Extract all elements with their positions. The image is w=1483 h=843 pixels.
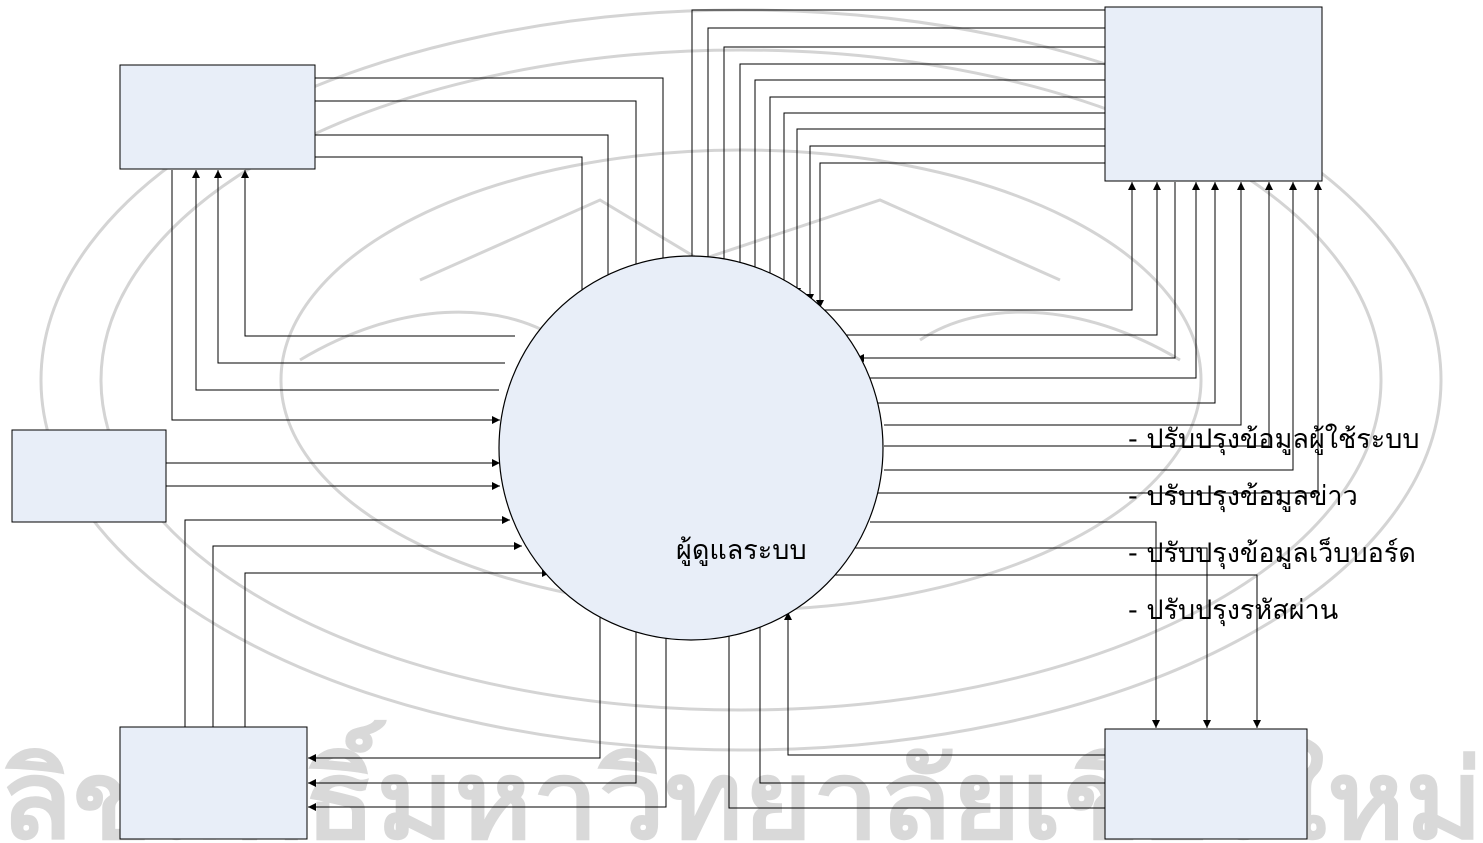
data-flow-arrow <box>725 626 1105 809</box>
data-flow-arrow <box>315 156 586 300</box>
flow-lines <box>166 9 1322 811</box>
data-flow-arrow <box>793 128 1105 296</box>
data-flow-arrow <box>806 145 1105 302</box>
admin-process-circle <box>498 255 884 641</box>
data-flow-arrow <box>315 77 667 268</box>
entity-box-top-left <box>119 64 316 170</box>
entity-box-bottom-right <box>1104 728 1308 840</box>
data-flow-arrow <box>878 182 1219 404</box>
data-flow-arrow <box>315 134 612 286</box>
data-flow-arrow <box>704 27 1105 270</box>
data-flow-arrow <box>780 112 1105 290</box>
data-flow-arrow <box>870 521 1160 728</box>
process-label: ผู้ดูแลระบบ <box>676 535 807 566</box>
data-flow-arrow <box>856 182 1176 362</box>
data-flow-arrow <box>870 182 1200 379</box>
entity-box-bottom-left <box>119 726 308 840</box>
data-flow-arrow <box>756 618 1105 784</box>
data-flow-arrow <box>736 63 1105 276</box>
data-flow-arrow <box>192 170 499 391</box>
data-flow-arrow <box>244 569 550 727</box>
data-flow-arrow <box>241 170 515 337</box>
data-flow-arrow <box>688 9 1105 268</box>
data-flow-arrow <box>816 162 1105 308</box>
flow-label: - ปรับปรุงข้อมูลเว็บบอร์ด <box>1128 538 1416 569</box>
data-flow-arrow <box>308 610 601 762</box>
data-flow-arrow <box>751 79 1105 280</box>
data-flow-arrow <box>214 170 505 364</box>
data-flow-arrow <box>884 182 1273 447</box>
flow-label: - ปรับปรุงข้อมูลผู้ใช้ระบบ <box>1128 424 1420 455</box>
flow-label: - ปรับปรุงรหัสผ่าน <box>1128 595 1339 626</box>
data-flow-arrow <box>184 516 510 727</box>
data-flow-arrow <box>838 182 1161 336</box>
data-flow-arrow <box>315 100 640 276</box>
entity-box-top-right <box>1104 6 1323 182</box>
data-flow-arrow <box>784 612 1105 756</box>
data-flow-arrow <box>850 547 1211 728</box>
data-flow-arrow <box>835 574 1261 728</box>
data-flow-arrow <box>308 632 667 811</box>
data-flow-arrow <box>766 96 1105 284</box>
data-flow-arrow <box>171 170 500 424</box>
data-flow-arrow <box>308 625 637 787</box>
flow-label: - ปรับปรุงข้อมูลข่าว <box>1128 481 1358 512</box>
data-flow-arrow <box>878 182 1322 494</box>
data-flow-arrow <box>820 182 1136 311</box>
data-flow-arrow <box>720 46 1105 272</box>
data-flow-arrow <box>884 182 1245 426</box>
data-flow-arrow <box>884 182 1297 471</box>
flow-label-list: - ปรับปรุงข้อมูลผู้ใช้ระบบ - ปรับปรุงข้อ… <box>1128 420 1420 648</box>
data-flow-arrow <box>212 542 522 727</box>
entity-box-middle-left <box>11 429 167 523</box>
